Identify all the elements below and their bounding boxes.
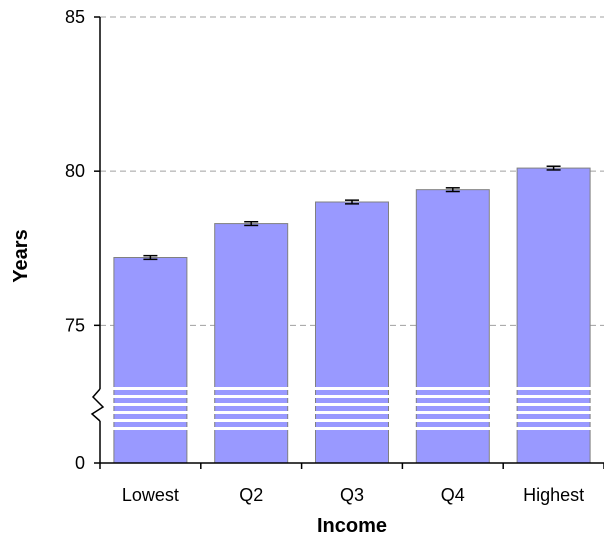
x-axis-title: Income [317,515,387,537]
bar [113,257,188,464]
axis-break-icon [90,388,105,422]
bars [112,165,592,464]
axis-break-stripes [516,387,592,430]
axis-break-stripes [112,387,188,430]
error-bar [445,187,460,193]
y-tick-label: 80 [65,161,85,181]
bar [516,167,591,464]
axis-break-stripes [314,387,390,430]
x-tick-label: Q4 [441,485,465,505]
x-tick-label: Highest [523,485,584,505]
y-tick-label: 85 [65,7,85,27]
axis-break-stripes [213,387,289,430]
error-bar [546,165,561,171]
error-bar [244,220,259,227]
axes [90,17,604,464]
x-tick-label: Q3 [340,485,364,505]
ticks: Lowest Q2 Q3 Q4 Highest 0 75 80 85 [65,7,604,505]
error-bar [143,254,158,261]
error-bar [345,199,359,205]
x-tick-label: Q2 [239,485,263,505]
y-tick-label: 75 [65,315,85,335]
x-tick-label: Lowest [122,485,179,505]
bar [214,223,289,464]
axis-break-stripes [415,387,491,430]
y-tick-label: 0 [75,453,85,473]
bar [315,201,389,464]
y-axis-title: Years [10,229,32,282]
